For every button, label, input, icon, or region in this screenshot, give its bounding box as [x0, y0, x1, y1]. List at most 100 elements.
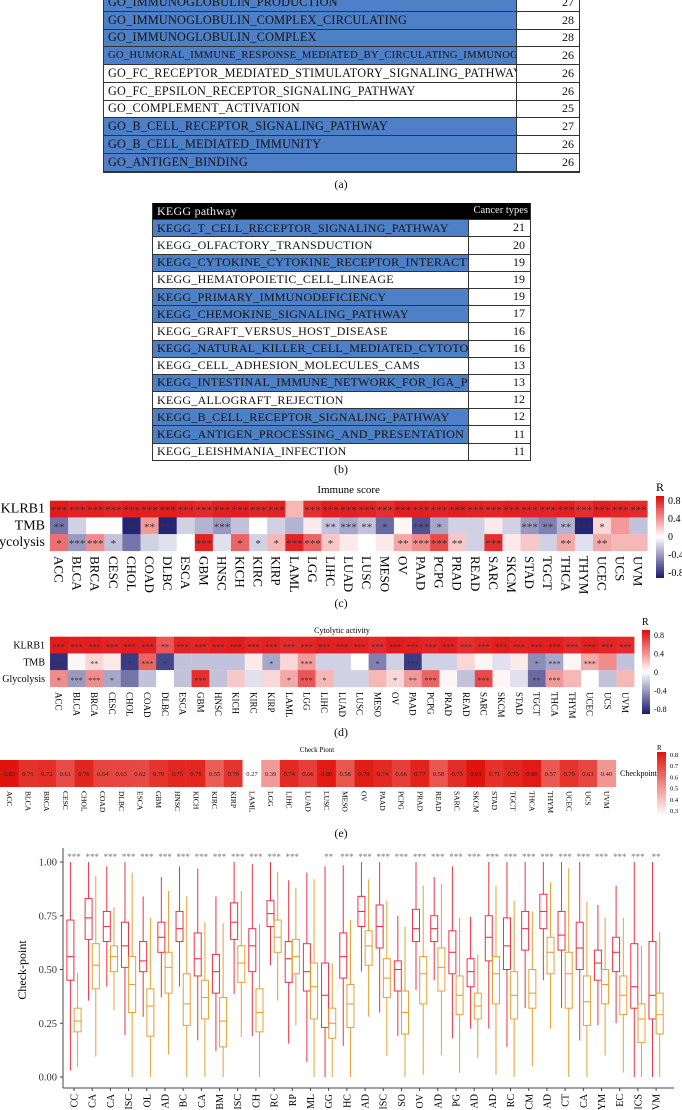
box-red	[120, 862, 129, 1036]
heatmap-cell	[158, 517, 177, 535]
box-orange	[637, 945, 646, 1077]
x-tick-label: ISC	[124, 1094, 135, 1110]
significance-stars: ***	[413, 852, 427, 862]
x-tick-label: ACC	[5, 791, 14, 806]
significance-stars: ***	[407, 659, 419, 668]
x-tick-label: KIRC	[210, 791, 219, 809]
heatmap-cell	[598, 653, 617, 671]
significance-stars: ***	[630, 505, 647, 517]
significance-stars: ***	[486, 852, 500, 862]
significance-stars: ***	[340, 852, 354, 862]
box-red	[630, 862, 639, 1077]
y-tick-label: 0.00	[39, 1073, 57, 1084]
box	[73, 1007, 82, 1033]
heatmap-cell	[227, 636, 245, 654]
significance-stars: ***	[232, 505, 249, 517]
box	[630, 943, 639, 1009]
box-red	[211, 896, 220, 1052]
heatmap-cell	[212, 500, 232, 518]
boxplot-f: 0.00 0.25 0.50 0.75 1.00 Check-point CC *** CA **…	[15, 848, 674, 1110]
box-red	[266, 862, 275, 966]
significance-stars: ***	[566, 643, 578, 652]
box	[364, 930, 373, 966]
pathway-name: KEGG_B_CELL_RECEPTOR_SIGNALING_PATHWAY	[153, 409, 469, 426]
pathway-name: KEGG_PRIMARY_IMMUNODEFICIENCY	[153, 288, 469, 306]
significance-stars: ***	[594, 505, 611, 517]
significance-stars: **	[597, 538, 608, 550]
heatmap-cell	[315, 653, 334, 671]
x-tick-label: UCEC	[585, 692, 595, 716]
heatmap-cell	[209, 653, 228, 671]
heatmap-cell	[122, 517, 141, 535]
heatmap-cell	[249, 500, 268, 518]
box	[648, 941, 657, 1020]
x-tick-label: CESC	[106, 556, 121, 589]
heatmap-cell	[611, 517, 630, 535]
significance-stars: ***	[358, 852, 372, 862]
significance-stars: ***	[431, 505, 448, 517]
significance-stars: *	[328, 538, 334, 550]
box-orange	[346, 920, 355, 1077]
caption-a: (a)	[334, 177, 348, 191]
significance-stars: ***	[194, 676, 206, 685]
cancer-type-count: 12	[513, 392, 525, 407]
cancer-type-count: 26	[562, 136, 574, 151]
heatmap-cell	[191, 636, 210, 654]
table-row: GO_B_CELL_MEDIATED_IMMUNITY 26	[104, 136, 579, 154]
heatmap-cell	[333, 670, 352, 688]
significance-stars: ***	[214, 505, 231, 517]
significance-stars: *	[599, 521, 605, 533]
x-tick-label: MESO	[372, 692, 382, 718]
x-tick-label: LAML	[284, 692, 294, 718]
x-tick-label: CHOL	[124, 556, 139, 591]
x-tick-label: LGG	[266, 791, 275, 807]
significance-stars: ***	[195, 852, 209, 862]
box-red	[448, 866, 457, 1039]
box-orange	[146, 917, 155, 1077]
box	[139, 941, 148, 973]
significance-stars: ***	[301, 676, 313, 685]
legend-tick: -0.8	[654, 705, 667, 714]
significance-stars: **	[560, 521, 571, 533]
heatmap-cell	[448, 517, 467, 535]
heatmap-cell	[205, 760, 225, 787]
significance-stars: ***	[442, 643, 454, 652]
significance-stars: *	[436, 521, 442, 533]
heatmap-cell	[138, 653, 157, 671]
significance-stars: ***	[340, 505, 357, 517]
legend-tick: 0.8	[668, 496, 681, 507]
heatmap-cell	[194, 500, 214, 518]
box	[521, 910, 530, 951]
box-red	[139, 896, 148, 1017]
heatmap-cell	[430, 500, 449, 518]
significance-stars: *	[269, 659, 273, 668]
heatmap-cell	[527, 670, 546, 688]
heatmap-cell	[93, 760, 113, 787]
x-tick-label: BRCA	[42, 791, 51, 812]
legend-title: R	[657, 744, 662, 752]
heatmap-cell	[297, 653, 316, 671]
x-tick-label: THYM	[546, 791, 555, 813]
significance-stars: ***	[449, 852, 463, 862]
cell-value: 0.80	[321, 771, 332, 778]
significance-stars: ***	[425, 643, 437, 652]
box-red	[575, 862, 584, 1041]
significance-stars: ***	[504, 852, 518, 862]
heatmap-cell	[103, 670, 122, 688]
x-tick-label: SKCM	[496, 692, 506, 718]
heatmap-cell	[321, 534, 340, 552]
significance-stars: ***	[71, 676, 83, 685]
heatmap-cell	[484, 534, 503, 552]
legend-tick: 0.6	[670, 774, 679, 781]
x-tick-label: BRCA	[89, 692, 99, 717]
heatmap-cell	[485, 760, 505, 787]
box-orange	[364, 879, 373, 1017]
x-tick-label: OL	[142, 1094, 153, 1107]
significance-stars: ***	[301, 643, 313, 652]
heatmap-cell	[368, 670, 387, 688]
significance-stars: **	[325, 521, 336, 533]
heatmap-cell	[104, 500, 123, 518]
heatmap-cell	[138, 670, 157, 688]
heatmap-cell	[466, 517, 485, 535]
x-tick-label: SO	[397, 1094, 408, 1107]
